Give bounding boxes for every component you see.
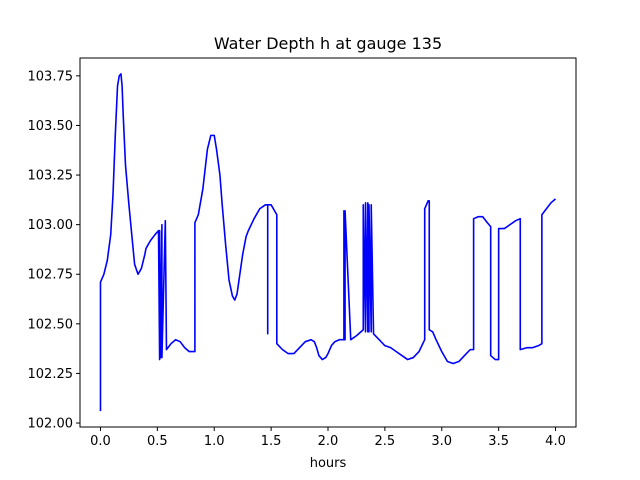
x-axis: 0.0 0.5 1.0 1.5 2.0 2.5 3.0 3.5 4.0	[90, 427, 566, 449]
y-tick-label: 103.25	[28, 169, 74, 184]
x-tick-label: 0.5	[147, 434, 168, 449]
series-line-0	[99, 73, 557, 412]
y-axis: 102.00 102.25 102.50 102.75 103.00 103.25 103.…	[28, 69, 80, 432]
x-tick-label: 1.0	[204, 434, 225, 449]
y-tick-label: 103.00	[28, 218, 74, 233]
series-layer	[99, 73, 557, 412]
y-tick-label: 102.00	[28, 417, 74, 432]
x-tick-label: 1.5	[261, 434, 282, 449]
y-tick-label: 103.75	[28, 69, 74, 84]
x-tick-label: 3.5	[488, 434, 509, 449]
x-tick-label: 4.0	[545, 434, 566, 449]
x-axis-label: hours	[310, 456, 347, 471]
x-tick-label: 2.5	[375, 434, 396, 449]
x-tick-label: 2.0	[318, 434, 339, 449]
chart-title: Water Depth h at gauge 135	[214, 34, 442, 53]
y-tick-label: 102.25	[28, 367, 74, 382]
x-tick-label: 3.0	[431, 434, 452, 449]
y-tick-label: 103.50	[28, 119, 74, 134]
x-tick-label: 0.0	[90, 434, 111, 449]
y-tick-label: 102.50	[28, 317, 74, 332]
y-tick-label: 102.75	[28, 268, 74, 283]
